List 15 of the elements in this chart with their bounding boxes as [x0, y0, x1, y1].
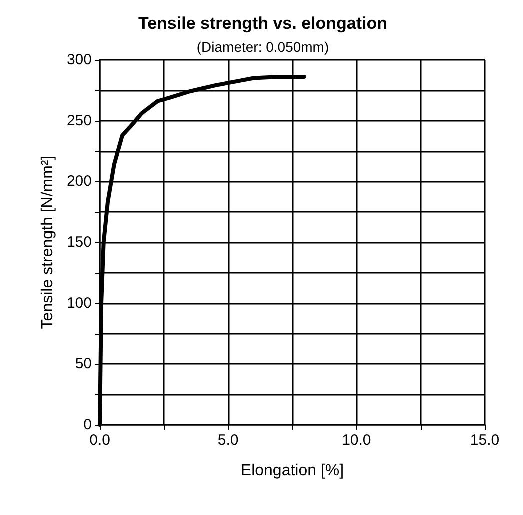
y-tick-label: 0: [84, 416, 92, 434]
chart-title: Tensile strength vs. elongation: [138, 14, 388, 33]
y-tick-label: 150: [66, 234, 92, 251]
x-tick-label: 0.0: [90, 432, 110, 449]
x-axis-title: Elongation [%]: [240, 462, 344, 480]
y-tick-label: 250: [66, 112, 92, 130]
x-tick-label: 10.0: [342, 432, 372, 449]
x-tick-label: 5.0: [218, 432, 239, 449]
chart-subtitle: (Diameter: 0.050mm): [196, 39, 330, 55]
y-tick-label: 200: [66, 173, 92, 190]
x-tick-label: 15.0: [470, 432, 500, 449]
y-axis-title: Tensile strength [N/mm²]: [40, 156, 57, 330]
y-tick-label: 50: [75, 356, 92, 373]
y-tick-label: 100: [66, 294, 92, 312]
y-tick-label: 300: [66, 52, 92, 68]
